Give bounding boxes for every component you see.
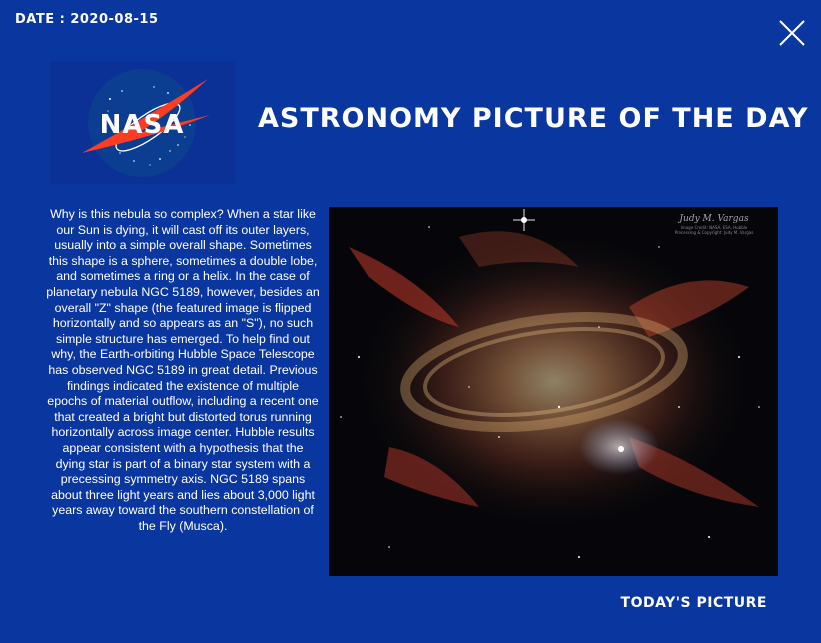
date-label: DATE : 2020-08-15 <box>15 12 159 27</box>
svg-text:Image Credit: NASA, ESA, Hubbl: Image Credit: NASA, ESA, Hubble <box>681 225 748 230</box>
svg-text:Judy M. Vargas: Judy M. Vargas <box>677 214 749 224</box>
apod-description: Why is this nebula so complex? When a st… <box>46 207 320 533</box>
close-icon <box>779 20 805 46</box>
nasa-logo: NASA <box>50 61 235 184</box>
svg-text:Processing & Copyright: Judy M: Processing & Copyright: Judy M. Vargas <box>675 230 754 235</box>
nasa-wordmark: NASA <box>100 110 185 140</box>
page-title: ASTRONOMY PICTURE OF THE DAY <box>258 103 809 134</box>
todays-picture-button[interactable]: TODAY'S PICTURE <box>620 595 767 611</box>
apod-image: Judy M. Vargas Image Credit: NASA, ESA, … <box>329 207 778 576</box>
close-button[interactable] <box>776 17 808 49</box>
